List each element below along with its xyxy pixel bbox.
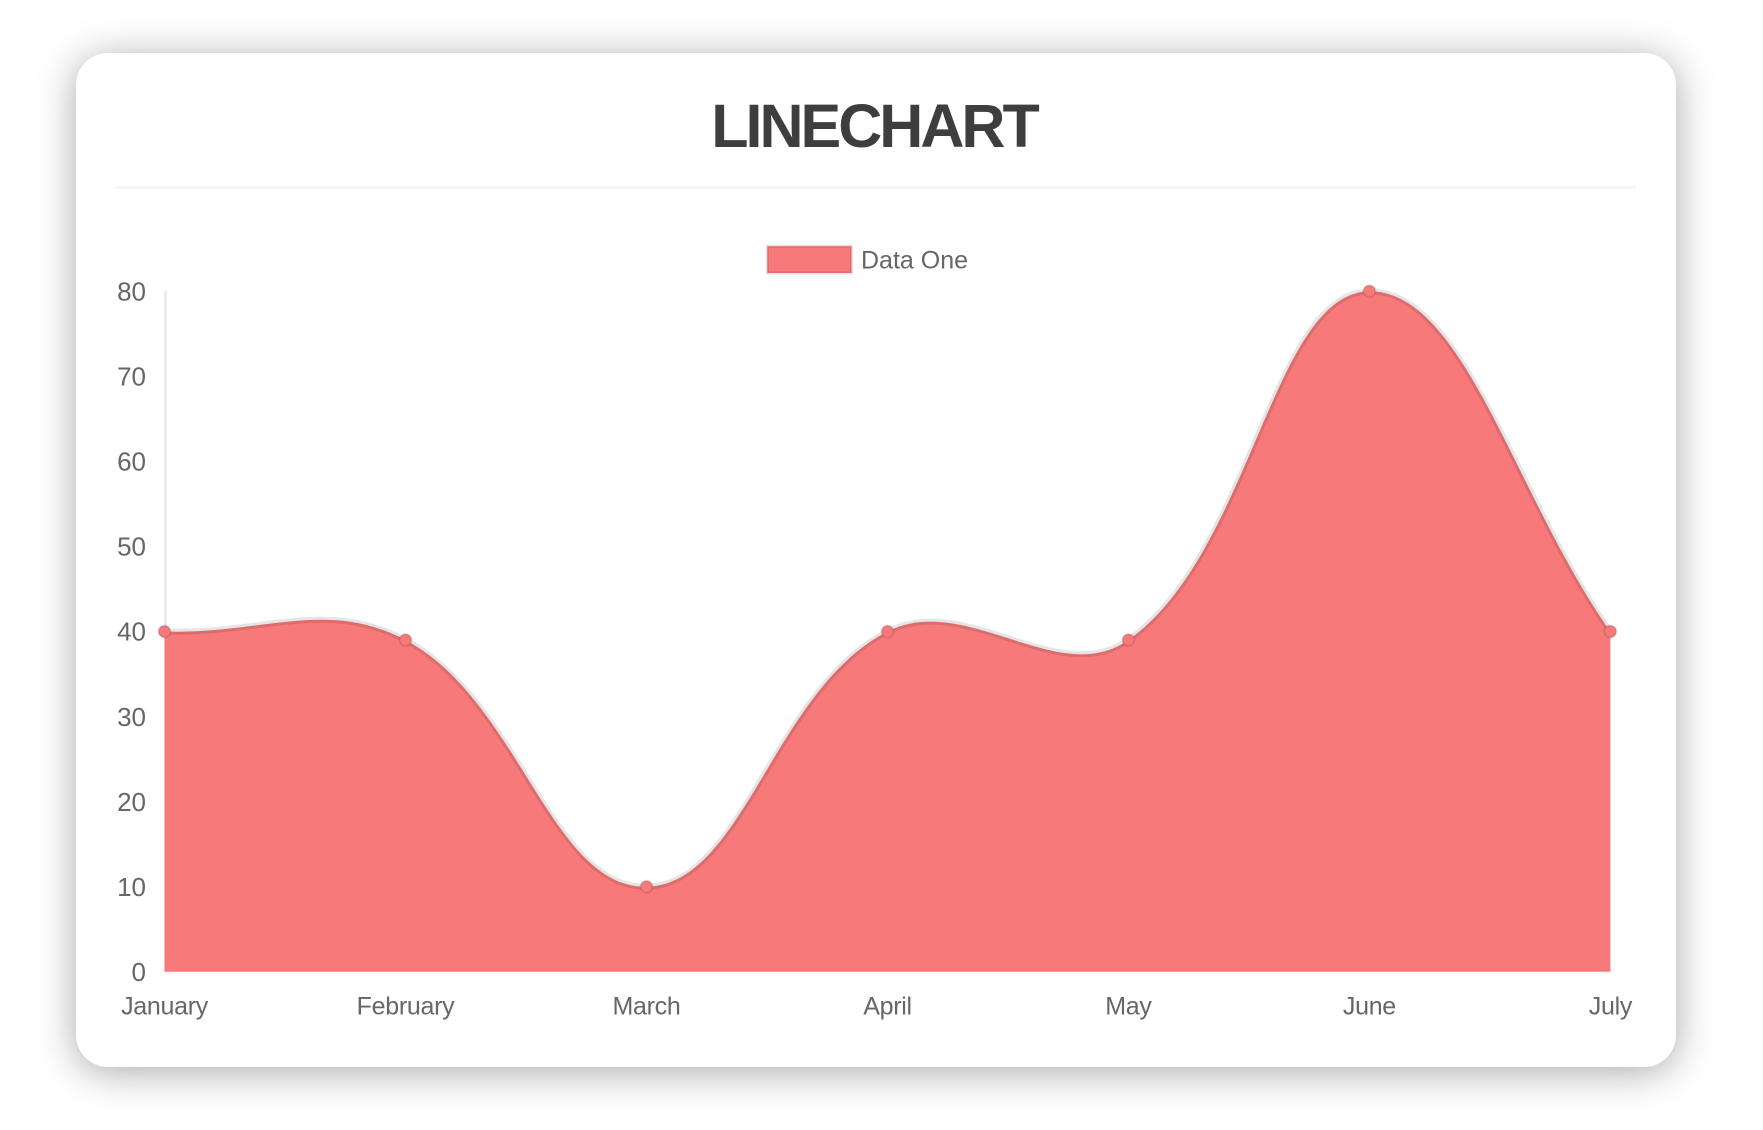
svg-text:April: April [863,993,912,1021]
svg-text:March: March [613,993,681,1021]
svg-text:January: January [121,993,209,1021]
svg-text:80: 80 [117,276,146,306]
svg-text:60: 60 [117,447,146,477]
svg-text:40: 40 [117,617,146,647]
svg-text:February: February [357,993,455,1021]
svg-text:July: July [1589,993,1633,1021]
svg-text:May: May [1105,993,1152,1021]
svg-text:10: 10 [117,872,146,902]
svg-text:50: 50 [117,532,146,562]
svg-text:LINECHART: LINECHART [711,92,1039,160]
svg-text:20: 20 [117,787,146,817]
svg-text:Data One: Data One [861,247,968,275]
svg-text:30: 30 [117,702,146,732]
svg-text:June: June [1343,993,1396,1021]
svg-text:70: 70 [117,362,146,392]
svg-text:0: 0 [132,957,146,987]
